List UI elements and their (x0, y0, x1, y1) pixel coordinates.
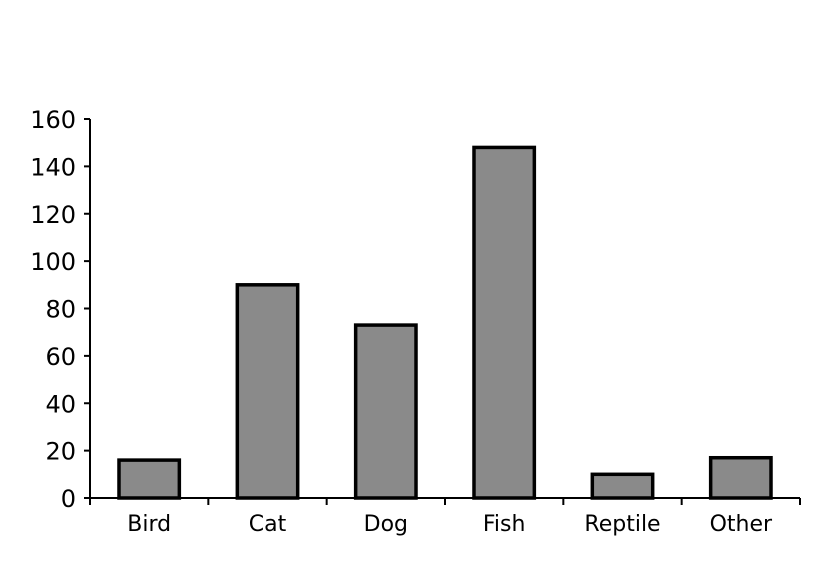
x-tick-label: Fish (483, 512, 526, 537)
x-tick-label: Cat (249, 512, 287, 537)
x-tick-label: Dog (364, 512, 408, 537)
y-axis: 0 20 40 60 80 100 120 140 160 (30, 106, 91, 513)
bar-fish (472, 145, 537, 500)
y-tick-label: 40 (45, 390, 76, 418)
y-tick-label: 80 (45, 296, 76, 324)
bar-reptile (590, 472, 655, 500)
y-tick-label: 120 (30, 201, 76, 229)
x-tick-label: Reptile (584, 512, 660, 537)
bar-bird (117, 458, 182, 500)
y-tick-label: 100 (30, 248, 76, 276)
bar-cat (235, 283, 300, 500)
y-tick-label: 0 (61, 485, 76, 513)
x-axis: Bird Cat Dog Fish Reptile Other (89, 497, 801, 537)
y-tick-label: 20 (45, 438, 76, 466)
y-tick-label: 140 (30, 153, 76, 181)
y-tick-label: 160 (30, 106, 76, 134)
bar-other (708, 455, 773, 500)
x-tick-label: Bird (127, 512, 171, 537)
bar-dog (353, 323, 418, 500)
y-tick-label: 60 (45, 343, 76, 371)
x-tick-label: Other (710, 512, 773, 537)
bars (117, 145, 773, 500)
